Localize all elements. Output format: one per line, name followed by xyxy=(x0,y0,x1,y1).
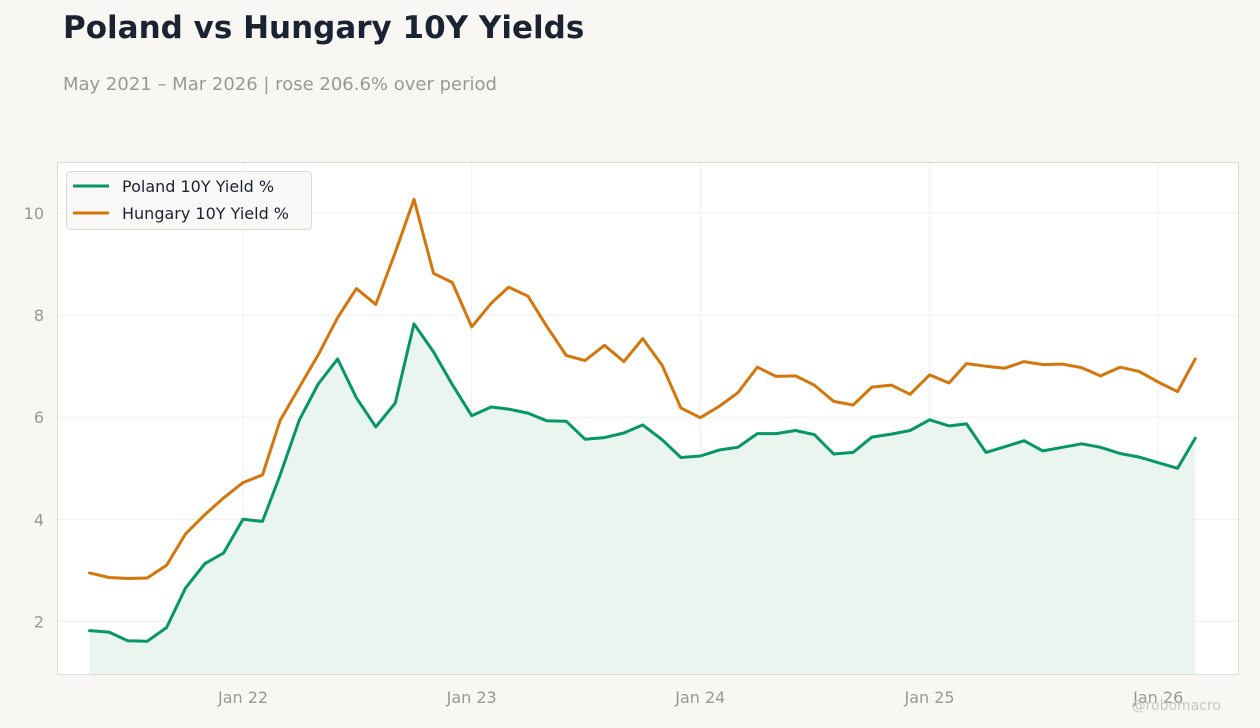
x-tick-label: Jan 23 xyxy=(446,688,497,707)
x-tick-label: Jan 24 xyxy=(674,688,725,707)
y-tick-label: 4 xyxy=(34,510,44,529)
y-tick-label: 8 xyxy=(34,306,44,325)
y-tick-label: 6 xyxy=(34,408,44,427)
hungary-line xyxy=(88,197,1197,580)
poland-area xyxy=(89,323,1196,675)
area-fill-layer xyxy=(89,323,1196,675)
legend: Poland 10Y Yield % Hungary 10Y Yield % xyxy=(66,171,312,230)
legend-label-poland: Poland 10Y Yield % xyxy=(122,177,274,196)
y-tick-label: 2 xyxy=(34,612,44,631)
chart-subtitle: May 2021 – Mar 2026 | rose 206.6% over p… xyxy=(63,74,497,95)
x-tick-label: Jan 25 xyxy=(904,688,955,707)
x-tick-label: Jan 22 xyxy=(217,688,268,707)
x-tick-label: Jan 26 xyxy=(1132,688,1183,707)
y-tick-label: 10 xyxy=(24,204,44,223)
x-axis: Jan 22 Jan 23 Jan 24 Jan 25 Jan 26 xyxy=(217,688,1183,707)
plot-border xyxy=(57,162,1239,675)
legend-box xyxy=(66,171,312,230)
series-layer xyxy=(88,197,1197,643)
poland-line xyxy=(88,322,1197,643)
chart-title: Poland vs Hungary 10Y Yields xyxy=(63,10,585,46)
legend-label-hungary: Hungary 10Y Yield % xyxy=(122,204,289,223)
y-axis: 2 4 6 8 10 xyxy=(24,204,44,631)
watermark: @robomacro xyxy=(1132,698,1221,714)
